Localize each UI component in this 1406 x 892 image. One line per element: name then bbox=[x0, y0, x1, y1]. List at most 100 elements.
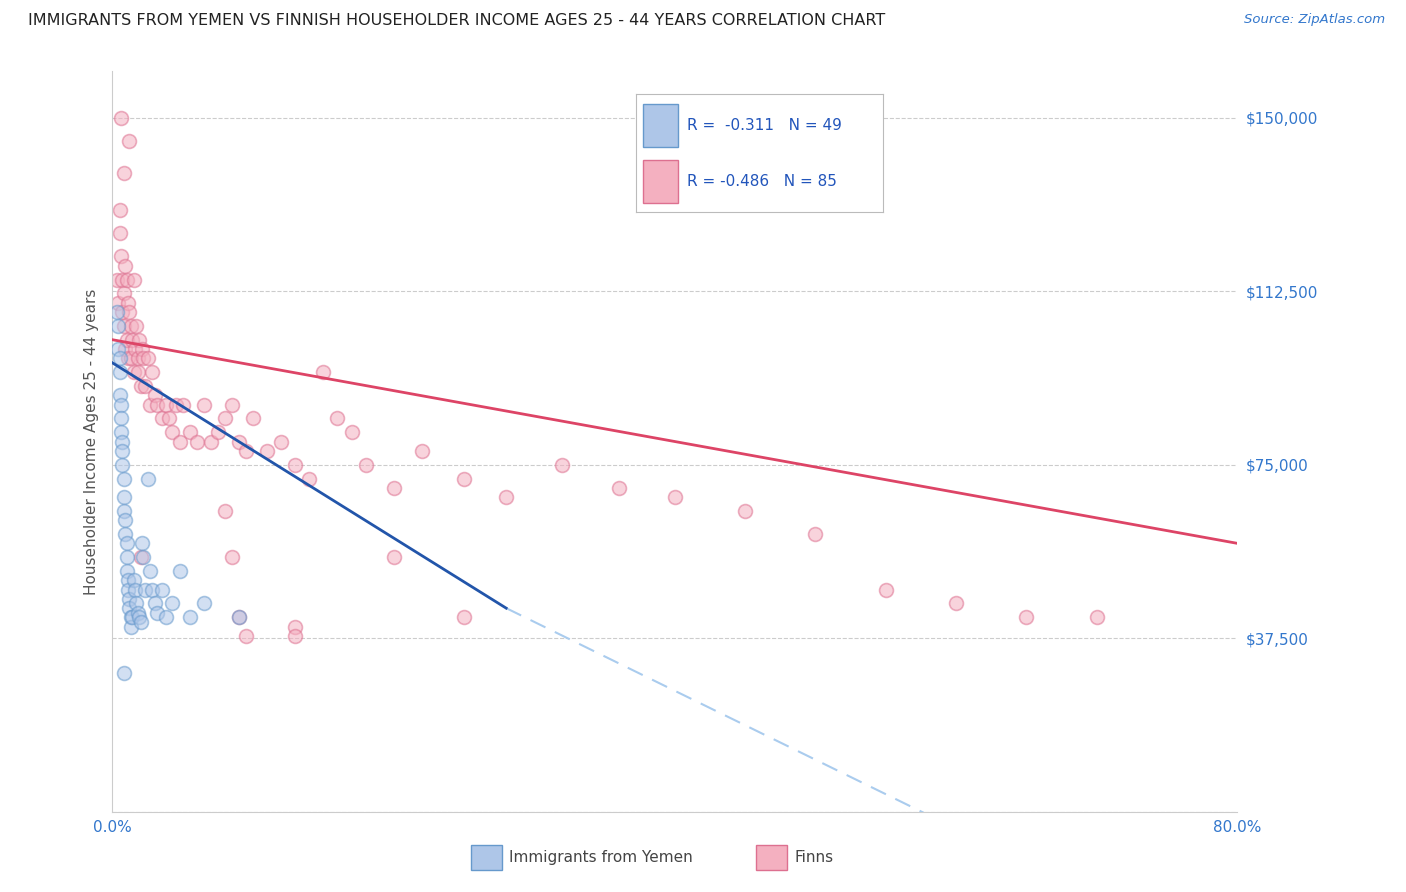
Point bbox=[193, 597, 215, 611]
Point bbox=[120, 610, 142, 624]
Point bbox=[312, 365, 335, 379]
Point bbox=[132, 351, 155, 366]
Point bbox=[221, 550, 243, 565]
Point bbox=[150, 582, 173, 597]
Point bbox=[382, 550, 405, 565]
Point bbox=[200, 434, 222, 449]
Point bbox=[112, 166, 135, 180]
Point bbox=[108, 388, 131, 402]
Point bbox=[155, 610, 177, 624]
Point bbox=[221, 397, 243, 411]
Point bbox=[131, 536, 153, 550]
Point bbox=[110, 111, 132, 125]
Point bbox=[228, 610, 250, 624]
Point bbox=[214, 411, 236, 425]
Point bbox=[127, 365, 149, 379]
Point bbox=[112, 665, 135, 680]
Point bbox=[111, 305, 134, 319]
Point bbox=[117, 582, 139, 597]
Point bbox=[121, 333, 143, 347]
Point bbox=[114, 342, 136, 356]
Point bbox=[112, 318, 135, 333]
Point bbox=[165, 397, 187, 411]
Point bbox=[146, 397, 169, 411]
Point bbox=[122, 574, 145, 588]
Text: Source: ZipAtlas.com: Source: ZipAtlas.com bbox=[1244, 13, 1385, 27]
Point bbox=[129, 550, 152, 565]
Point bbox=[112, 504, 135, 518]
Point bbox=[110, 250, 132, 264]
Point bbox=[115, 333, 138, 347]
Point bbox=[193, 397, 215, 411]
Point bbox=[134, 379, 156, 393]
Point bbox=[284, 619, 307, 633]
Point bbox=[270, 434, 292, 449]
Point bbox=[120, 351, 142, 366]
Point bbox=[134, 582, 156, 597]
Point bbox=[235, 629, 257, 643]
Point bbox=[495, 490, 517, 504]
Point bbox=[172, 397, 194, 411]
Point bbox=[157, 411, 180, 425]
Point bbox=[118, 305, 141, 319]
Point bbox=[128, 610, 150, 624]
Point bbox=[143, 597, 166, 611]
Point bbox=[108, 365, 131, 379]
Point bbox=[664, 490, 686, 504]
Point bbox=[114, 527, 136, 541]
Point bbox=[120, 619, 142, 633]
Point bbox=[122, 365, 145, 379]
Point bbox=[139, 564, 162, 578]
Point bbox=[115, 272, 138, 286]
Point bbox=[107, 295, 129, 310]
Point bbox=[284, 458, 307, 472]
Point bbox=[141, 582, 163, 597]
Point bbox=[326, 411, 349, 425]
Point bbox=[120, 318, 142, 333]
Point bbox=[551, 458, 574, 472]
Point bbox=[111, 272, 134, 286]
Point bbox=[132, 550, 155, 565]
Point bbox=[139, 397, 162, 411]
Point bbox=[112, 286, 135, 301]
Point bbox=[110, 411, 132, 425]
Point bbox=[129, 615, 152, 629]
Point bbox=[115, 550, 138, 565]
Point bbox=[122, 272, 145, 286]
Point bbox=[117, 351, 139, 366]
Point bbox=[179, 425, 201, 440]
Text: IMMIGRANTS FROM YEMEN VS FINNISH HOUSEHOLDER INCOME AGES 25 - 44 YEARS CORRELATI: IMMIGRANTS FROM YEMEN VS FINNISH HOUSEHO… bbox=[28, 13, 886, 29]
Point bbox=[1015, 610, 1038, 624]
Point bbox=[124, 582, 146, 597]
Point bbox=[125, 318, 148, 333]
Point bbox=[136, 351, 159, 366]
Point bbox=[160, 425, 183, 440]
Point bbox=[875, 582, 897, 597]
Point bbox=[734, 504, 756, 518]
Point bbox=[117, 295, 139, 310]
Point bbox=[186, 434, 208, 449]
Point bbox=[169, 434, 191, 449]
Point bbox=[150, 411, 173, 425]
Point bbox=[108, 227, 131, 241]
Point bbox=[105, 272, 128, 286]
Point bbox=[453, 610, 475, 624]
Point bbox=[169, 564, 191, 578]
Point bbox=[111, 434, 134, 449]
Point bbox=[118, 134, 141, 148]
Text: Finns: Finns bbox=[794, 850, 834, 864]
Point bbox=[125, 597, 148, 611]
Point bbox=[110, 397, 132, 411]
Point bbox=[124, 342, 146, 356]
Point bbox=[228, 610, 250, 624]
Point bbox=[131, 342, 153, 356]
Point bbox=[108, 203, 131, 218]
Point bbox=[105, 305, 128, 319]
Point bbox=[107, 342, 129, 356]
Point bbox=[136, 471, 159, 485]
Y-axis label: Householder Income Ages 25 - 44 years: Householder Income Ages 25 - 44 years bbox=[83, 288, 98, 595]
Point bbox=[121, 610, 143, 624]
Point bbox=[411, 443, 433, 458]
Point bbox=[298, 471, 321, 485]
Point bbox=[111, 458, 134, 472]
